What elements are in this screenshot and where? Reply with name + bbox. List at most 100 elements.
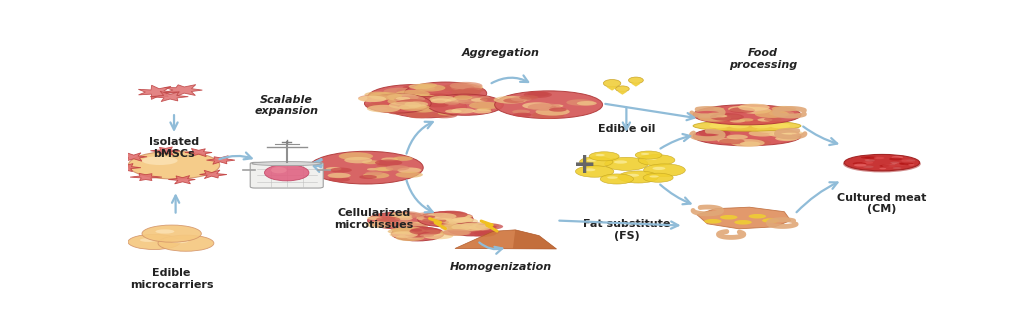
Ellipse shape [740, 141, 761, 146]
Ellipse shape [431, 216, 462, 223]
Ellipse shape [434, 100, 445, 103]
Ellipse shape [522, 102, 552, 109]
Ellipse shape [566, 99, 594, 106]
Ellipse shape [450, 82, 482, 89]
Ellipse shape [769, 132, 793, 137]
Ellipse shape [844, 154, 920, 171]
Ellipse shape [890, 162, 899, 164]
Ellipse shape [777, 135, 799, 140]
Ellipse shape [426, 213, 457, 220]
Ellipse shape [390, 211, 422, 218]
Ellipse shape [864, 156, 877, 159]
Ellipse shape [475, 224, 488, 228]
Ellipse shape [865, 160, 874, 162]
Ellipse shape [402, 106, 420, 109]
Ellipse shape [401, 232, 432, 239]
Ellipse shape [480, 230, 500, 234]
Text: Fat substitute
(FS): Fat substitute (FS) [583, 219, 670, 241]
Ellipse shape [387, 109, 414, 115]
Ellipse shape [402, 86, 416, 89]
Ellipse shape [716, 115, 727, 117]
Ellipse shape [395, 102, 428, 109]
Ellipse shape [474, 231, 492, 235]
Ellipse shape [854, 164, 866, 166]
Ellipse shape [527, 92, 550, 96]
Ellipse shape [409, 84, 432, 89]
Ellipse shape [394, 95, 425, 103]
Ellipse shape [635, 151, 662, 159]
Ellipse shape [398, 104, 430, 111]
Text: Edible
microcarriers: Edible microcarriers [130, 268, 213, 290]
Ellipse shape [638, 155, 675, 166]
Ellipse shape [862, 162, 873, 164]
Ellipse shape [728, 106, 755, 112]
Ellipse shape [882, 164, 896, 167]
Ellipse shape [417, 215, 439, 221]
Ellipse shape [577, 101, 597, 106]
Ellipse shape [441, 84, 474, 92]
Ellipse shape [618, 171, 658, 183]
Ellipse shape [366, 171, 383, 175]
Ellipse shape [404, 231, 431, 237]
FancyBboxPatch shape [250, 163, 324, 188]
Ellipse shape [399, 99, 426, 105]
Ellipse shape [615, 86, 629, 92]
Ellipse shape [128, 151, 220, 179]
Ellipse shape [412, 222, 428, 226]
Ellipse shape [603, 79, 621, 87]
Ellipse shape [387, 97, 421, 105]
Ellipse shape [705, 219, 722, 224]
Ellipse shape [408, 113, 431, 118]
Ellipse shape [395, 234, 425, 241]
Ellipse shape [457, 215, 473, 218]
Ellipse shape [447, 223, 496, 236]
Ellipse shape [328, 173, 350, 178]
Ellipse shape [453, 95, 471, 99]
Ellipse shape [429, 220, 449, 225]
Ellipse shape [495, 91, 602, 119]
Ellipse shape [401, 220, 413, 223]
Polygon shape [112, 164, 141, 172]
Ellipse shape [397, 167, 421, 173]
Ellipse shape [445, 213, 473, 220]
Ellipse shape [853, 162, 866, 165]
Ellipse shape [600, 174, 634, 184]
Ellipse shape [264, 164, 309, 181]
Ellipse shape [729, 107, 755, 113]
Ellipse shape [404, 101, 428, 107]
Ellipse shape [409, 85, 436, 91]
Ellipse shape [416, 88, 428, 91]
Ellipse shape [410, 227, 442, 235]
Ellipse shape [442, 105, 454, 107]
Ellipse shape [749, 214, 766, 218]
Ellipse shape [368, 212, 428, 229]
Ellipse shape [444, 101, 460, 105]
Ellipse shape [367, 105, 400, 112]
Polygon shape [632, 83, 640, 86]
Ellipse shape [772, 130, 804, 137]
Ellipse shape [407, 235, 422, 239]
Ellipse shape [756, 130, 779, 135]
Ellipse shape [863, 165, 873, 168]
Polygon shape [513, 230, 557, 249]
Ellipse shape [614, 161, 628, 164]
Ellipse shape [362, 172, 389, 179]
Polygon shape [455, 230, 557, 249]
Ellipse shape [512, 110, 530, 114]
Ellipse shape [451, 84, 483, 91]
Ellipse shape [382, 109, 400, 113]
Ellipse shape [731, 139, 765, 147]
Ellipse shape [472, 109, 492, 113]
Ellipse shape [452, 108, 475, 113]
Ellipse shape [536, 108, 569, 116]
Polygon shape [697, 207, 791, 229]
Ellipse shape [385, 223, 402, 227]
Ellipse shape [741, 107, 771, 114]
Ellipse shape [418, 212, 473, 227]
Ellipse shape [746, 140, 771, 146]
Ellipse shape [330, 167, 352, 173]
Ellipse shape [729, 123, 749, 129]
Ellipse shape [422, 94, 450, 100]
Ellipse shape [409, 105, 427, 109]
Ellipse shape [401, 223, 423, 228]
